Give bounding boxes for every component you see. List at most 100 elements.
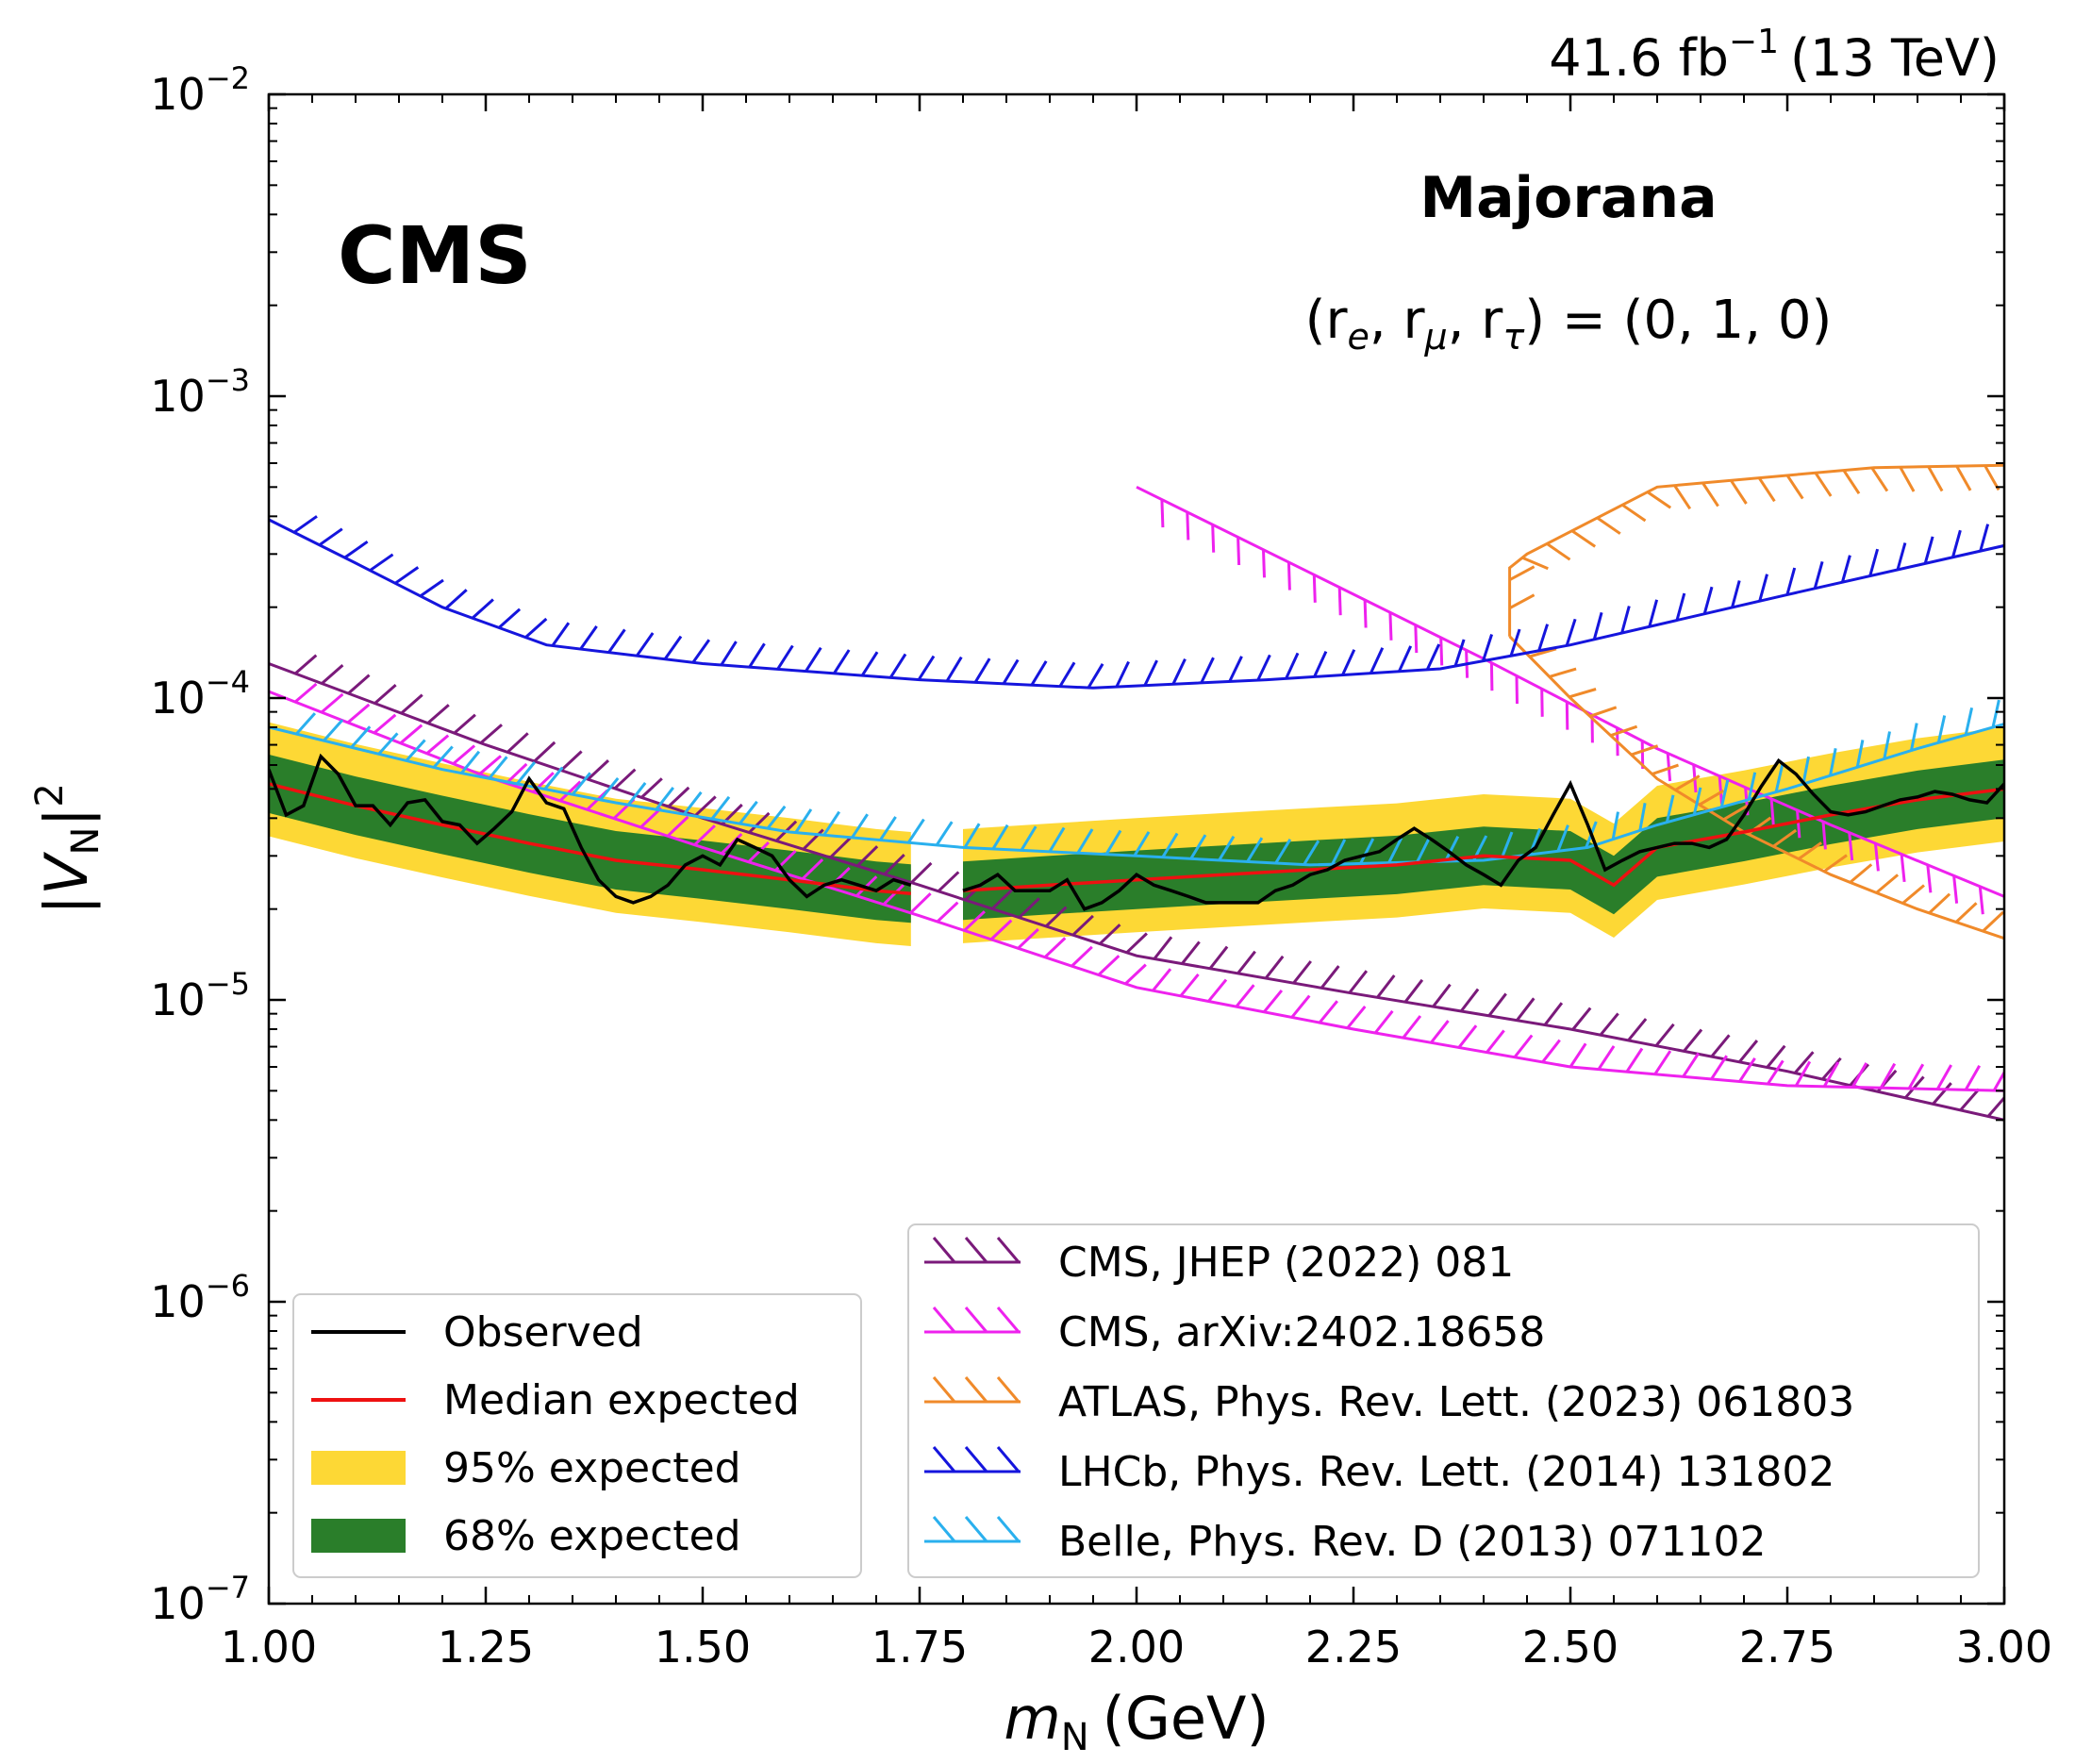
ref-belle-hatch [1747, 772, 1757, 800]
ref-belle-hatch [1801, 756, 1810, 785]
ref-cms-jhep-hatch [1376, 974, 1396, 999]
ref-belle-hatch [405, 739, 426, 762]
ref-atlas-upper-hatch [1508, 593, 1536, 610]
ref-cms-arxiv-lower-hatch [936, 901, 959, 924]
y-axis-close: | [32, 807, 102, 827]
y-tick-label: 10−3 [150, 362, 250, 422]
ref-atlas-lower-hatch [1529, 647, 1557, 658]
ref-belle-hatch [1910, 723, 1918, 751]
y-tick-label: 10−2 [150, 60, 250, 120]
ref-belle-hatch [295, 712, 317, 736]
ref-belle-hatch [1638, 803, 1647, 831]
ref-lhcb-hatch [394, 566, 420, 585]
ref-cms-jhep-hatch [294, 654, 318, 675]
ref-lhcb-hatch [1896, 542, 1907, 571]
ref-cms-arxiv-upper-hatch [1926, 864, 1933, 893]
ref-cms-arxiv-upper-hatch [1286, 561, 1291, 591]
legend-68-swatch [311, 1519, 406, 1553]
ref-lhcb-hatch [498, 607, 522, 629]
ref-cms-jhep-hatch [613, 768, 637, 790]
ref-cms-arxiv-upper-hatch [1515, 675, 1519, 705]
ref-belle-hatch [655, 786, 674, 811]
ref-cms-jhep-hatch [559, 750, 583, 772]
ref-cms-arxiv-lower-hatch [1682, 1052, 1701, 1078]
ref-lhcb-hatch [1453, 639, 1466, 667]
legend-ref-swatch-hatch [964, 1516, 988, 1542]
ref-cms-arxiv-lower-hatch [1097, 955, 1120, 976]
median-expected-segment-1 [962, 787, 2004, 892]
axis-ticks: 1.00 1.25 1.50 1.75 2.00 2.25 2.50 2.75 3.00 10−7… [150, 60, 2052, 1672]
ref-cms-jhep-hatch [1821, 1057, 1842, 1081]
ref-cms-jhep-hatch [321, 663, 344, 685]
ref-cms-arxiv-upper-hatch [1565, 701, 1569, 730]
legend-ref-swatch-hatch [996, 1237, 1021, 1263]
ref-belle-hatch [571, 772, 591, 796]
ref-cms-jhep-hatch [1071, 914, 1094, 937]
ref-belle-hatch [1444, 836, 1460, 862]
ref-cms-jhep-hatch [1543, 1002, 1564, 1026]
ref-cms-arxiv-upper-hatch [1978, 886, 1984, 915]
ref-cms-arxiv-lower-hatch [909, 892, 932, 914]
x-tick-label: 2.25 [1305, 1622, 1402, 1672]
ref-belle-hatch [1218, 835, 1236, 861]
ref-cms-arxiv-upper-hatch [1337, 587, 1342, 616]
ref-belle-hatch [1246, 837, 1264, 863]
ref-cms-jhep-hatch [1153, 936, 1173, 960]
ref-cms-jhep-hatch [1320, 965, 1340, 990]
ref-cms-arxiv-lower-hatch [452, 744, 476, 765]
ref-cms-arxiv-lower-hatch [425, 734, 450, 755]
ref-cms-arxiv-lower-hatch [1430, 1020, 1450, 1044]
ref-cms-arxiv-lower-hatch [1767, 1059, 1784, 1085]
y-tick-label: 10−5 [150, 966, 250, 1025]
ref-belle-hatch [1936, 715, 1947, 743]
ref-belle-hatch [1161, 832, 1179, 858]
ref-lhcb-hatch [720, 641, 738, 666]
legend-ref-swatch-hatch [932, 1306, 956, 1333]
x-tick-label: 3.00 [1956, 1622, 2052, 1672]
ref-lhcb-hatch [663, 635, 683, 660]
ref-lhcb-hatch [1620, 606, 1631, 634]
ref-cms-jhep-hatch [1099, 924, 1121, 945]
ref-lhcb-hatch [524, 617, 548, 639]
ref-belle-hatch [794, 808, 813, 834]
ref-cms-arxiv-lower-hatch [1513, 1034, 1534, 1058]
ref-belle-hatch [626, 781, 647, 807]
ref-lhcb-hatch [1675, 592, 1686, 621]
ref-cms-arxiv-lower-hatch [1290, 994, 1311, 1019]
ref-cms-arxiv-lower-hatch [399, 724, 423, 744]
ref-cms-jhep-hatch [1571, 1007, 1592, 1031]
ref-cms-arxiv-lower-hatch [1152, 968, 1172, 992]
ref-cms-jhep-hatch [533, 741, 556, 763]
ref-atlas-lower-hatch [1569, 688, 1597, 699]
ref-atlas-lower-hatch [1954, 902, 1978, 924]
x-axis-subscript: N [1061, 1716, 1089, 1759]
ref-belle-hatch [1331, 839, 1347, 865]
ref-belle-hatch [1189, 834, 1207, 860]
legend-left-label: 95% expected [443, 1444, 741, 1492]
ref-cms-arxiv-lower-hatch [1907, 1063, 1925, 1090]
ref-cms-jhep-hatch [1487, 992, 1507, 1017]
ref-cms-arxiv-lower-hatch [721, 833, 743, 855]
ref-cms-arxiv-lower-hatch [1373, 1009, 1394, 1034]
ref-atlas-upper-hatch [1730, 479, 1748, 505]
ref-lhcb-hatch [635, 632, 655, 657]
ref-cms-arxiv-lower-hatch [1318, 1000, 1338, 1024]
coupling-part: μ [1424, 316, 1448, 358]
ref-cms-arxiv-lower-hatch [1043, 937, 1067, 958]
legend-left-label: Median expected [443, 1376, 800, 1424]
ref-cms-arxiv-lower-line [269, 690, 2004, 1092]
observed-segment-1 [962, 757, 2004, 911]
ref-lhcb-hatch [579, 625, 598, 650]
ref-atlas-lower-hatch [1772, 828, 1798, 848]
ref-cms-jhep-hatch [1710, 1034, 1731, 1058]
ref-cms-arxiv-lower-hatch [1569, 1042, 1587, 1068]
coupling-part: τ [1502, 316, 1525, 358]
coupling-part: , r [1370, 290, 1426, 351]
ref-atlas-lower-hatch [1849, 863, 1873, 884]
ref-belle-line [269, 723, 2004, 867]
ref-belle-hatch [1133, 831, 1151, 857]
ref-belle-hatch [1964, 707, 1974, 736]
ref-cms-arxiv-lower-hatch [1263, 989, 1284, 1013]
legend-ref-swatch-hatch [932, 1516, 956, 1542]
legend-left-label: 68% expected [443, 1512, 741, 1560]
